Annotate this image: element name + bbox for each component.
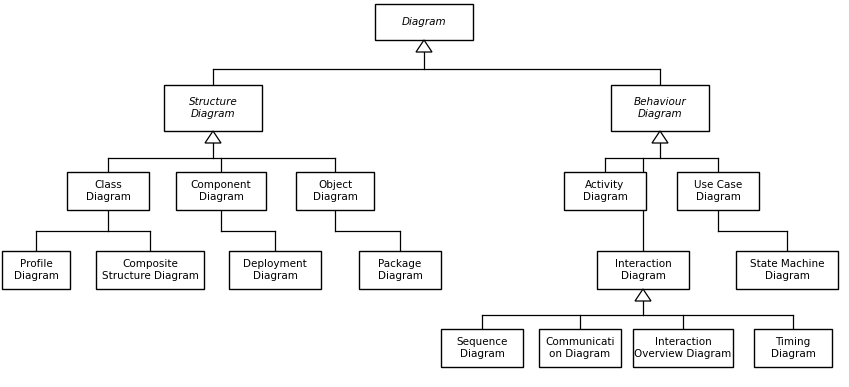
FancyBboxPatch shape	[441, 329, 523, 367]
Text: Deployment
Diagram: Deployment Diagram	[243, 259, 306, 281]
FancyBboxPatch shape	[736, 251, 838, 289]
FancyBboxPatch shape	[2, 251, 70, 289]
Polygon shape	[205, 131, 221, 143]
Text: Interaction
Diagram: Interaction Diagram	[615, 259, 672, 281]
FancyBboxPatch shape	[754, 329, 832, 367]
Text: State Machine
Diagram: State Machine Diagram	[750, 259, 824, 281]
FancyBboxPatch shape	[539, 329, 621, 367]
Text: Class
Diagram: Class Diagram	[86, 180, 131, 202]
FancyBboxPatch shape	[164, 85, 262, 131]
Text: Sequence
Diagram: Sequence Diagram	[456, 337, 508, 359]
FancyBboxPatch shape	[296, 172, 374, 210]
Text: Structure
Diagram: Structure Diagram	[188, 97, 238, 119]
Text: Component
Diagram: Component Diagram	[191, 180, 251, 202]
FancyBboxPatch shape	[96, 251, 204, 289]
FancyBboxPatch shape	[677, 172, 759, 210]
Text: Timing
Diagram: Timing Diagram	[771, 337, 815, 359]
Text: Use Case
Diagram: Use Case Diagram	[694, 180, 742, 202]
Text: Interaction
Overview Diagram: Interaction Overview Diagram	[634, 337, 732, 359]
Text: Object
Diagram: Object Diagram	[312, 180, 357, 202]
Text: Behaviour
Diagram: Behaviour Diagram	[633, 97, 686, 119]
Text: Composite
Structure Diagram: Composite Structure Diagram	[102, 259, 199, 281]
Polygon shape	[416, 40, 432, 52]
Text: Diagram: Diagram	[402, 17, 447, 27]
FancyBboxPatch shape	[564, 172, 646, 210]
Polygon shape	[652, 131, 668, 143]
Text: Communicati
on Diagram: Communicati on Diagram	[545, 337, 615, 359]
FancyBboxPatch shape	[611, 85, 709, 131]
FancyBboxPatch shape	[176, 172, 266, 210]
Polygon shape	[635, 289, 651, 301]
FancyBboxPatch shape	[229, 251, 321, 289]
FancyBboxPatch shape	[597, 251, 689, 289]
Text: Package
Diagram: Package Diagram	[378, 259, 423, 281]
Text: Activity
Diagram: Activity Diagram	[582, 180, 627, 202]
FancyBboxPatch shape	[359, 251, 441, 289]
FancyBboxPatch shape	[633, 329, 733, 367]
FancyBboxPatch shape	[375, 4, 473, 40]
FancyBboxPatch shape	[67, 172, 149, 210]
Text: Profile
Diagram: Profile Diagram	[14, 259, 59, 281]
